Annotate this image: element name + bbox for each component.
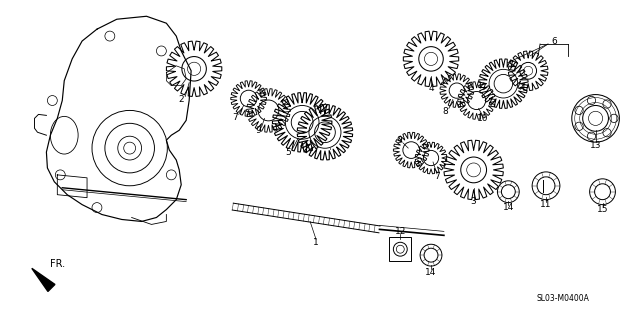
Text: 9: 9 xyxy=(255,126,261,135)
Text: 7: 7 xyxy=(434,172,440,181)
Bar xyxy=(389,237,411,261)
Text: SL03-M0400A: SL03-M0400A xyxy=(536,294,589,303)
Text: 14: 14 xyxy=(502,203,514,212)
Text: FR.: FR. xyxy=(50,259,65,269)
Text: 11: 11 xyxy=(540,200,552,209)
Text: 2: 2 xyxy=(179,95,184,104)
Text: 12: 12 xyxy=(395,227,406,236)
Text: 8: 8 xyxy=(442,107,448,116)
Text: 10: 10 xyxy=(477,114,488,123)
Text: 5: 5 xyxy=(285,148,291,157)
Text: 15: 15 xyxy=(596,205,608,214)
Polygon shape xyxy=(32,268,55,292)
Text: 4: 4 xyxy=(428,84,434,93)
Text: 3: 3 xyxy=(471,197,477,206)
Text: 14: 14 xyxy=(426,268,436,277)
Text: 1: 1 xyxy=(313,238,319,247)
Text: 13: 13 xyxy=(590,141,602,150)
Text: 7: 7 xyxy=(232,113,237,122)
Text: 9: 9 xyxy=(396,136,402,145)
Text: 6: 6 xyxy=(551,37,557,46)
